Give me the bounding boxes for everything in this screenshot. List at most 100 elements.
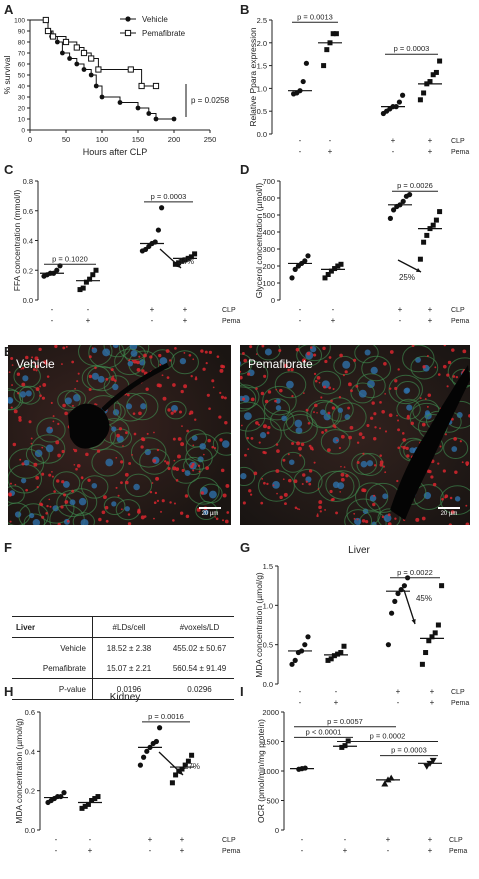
cell-outline: [57, 390, 81, 411]
lipid-droplet: [120, 481, 123, 485]
lipid-droplet: [316, 514, 319, 518]
y-tick-label: 2.0: [257, 39, 267, 48]
lipid-droplet: [397, 419, 400, 422]
lipid-droplet: [379, 463, 383, 467]
condition-sign: +: [428, 136, 433, 145]
lipid-droplet: [222, 493, 227, 498]
data-point: [179, 258, 185, 264]
lipid-droplet: [397, 428, 401, 432]
lipid-droplet: [94, 366, 97, 370]
data-point: [429, 757, 437, 764]
lipid-droplet: [255, 387, 258, 390]
data-point: [332, 266, 338, 272]
nucleus: [209, 490, 217, 499]
lipid-droplet: [10, 406, 13, 409]
lipid-droplet: [151, 482, 154, 484]
data-point: [182, 257, 188, 263]
table-header-row: Liver #LDs/cell #voxels/LD: [12, 616, 234, 638]
cell-outline: [263, 398, 291, 421]
lipid-droplet: [365, 520, 369, 524]
lipid-droplet: [330, 399, 333, 403]
lipid-droplet: [339, 491, 342, 493]
lipid-droplet: [242, 501, 246, 505]
lipid-droplet: [11, 364, 14, 366]
lipid-droplet: [62, 346, 66, 350]
lipid-droplet: [468, 414, 470, 418]
cell-outline: [402, 345, 435, 373]
lipid-droplet: [219, 368, 224, 373]
lipid-droplet: [374, 426, 377, 429]
lipid-droplet: [316, 411, 318, 414]
condition-sign: +: [180, 835, 185, 844]
cell-outline: [240, 386, 257, 412]
nucleus: [73, 394, 81, 402]
data-point: [305, 253, 311, 259]
nucleus: [80, 518, 89, 525]
lipid-droplet: [314, 403, 318, 408]
lipid-droplet: [9, 520, 12, 523]
cell-outline: [240, 384, 260, 410]
cell-outline: [8, 448, 45, 479]
lipid-droplet: [263, 481, 266, 485]
data-point: [330, 31, 336, 37]
lipid-droplet: [225, 484, 230, 488]
lipid-droplet: [60, 505, 64, 509]
row-label: CLP: [222, 307, 236, 314]
lipid-droplet: [133, 432, 137, 436]
data-point: [338, 261, 344, 267]
lipid-droplet: [283, 492, 288, 497]
nucleus: [64, 397, 72, 405]
y-tick-label: 200: [262, 262, 275, 271]
lipid-droplet: [155, 476, 160, 481]
lipid-droplet: [361, 488, 366, 492]
cell-outline: [274, 371, 307, 399]
lipid-droplet: [278, 349, 282, 353]
lipid-droplet: [344, 370, 348, 374]
lipid-droplet: [465, 522, 470, 525]
cell-outline: [388, 374, 423, 405]
lipid-droplet: [115, 456, 118, 459]
nucleus: [454, 496, 461, 502]
cell-outline: [285, 410, 314, 434]
data-point: [396, 99, 402, 105]
lipid-droplet: [455, 375, 459, 379]
lipid-droplet: [116, 433, 120, 438]
lipid-droplet: [249, 345, 253, 349]
lipid-droplet: [156, 448, 160, 452]
table-cell: 15.07 ± 2.21: [106, 663, 152, 673]
lipid-droplet: [335, 511, 338, 515]
data-point: [331, 653, 337, 659]
lipid-droplet: [379, 460, 384, 465]
lipid-droplet: [313, 353, 317, 357]
data-point: [400, 198, 406, 204]
reduction-arrow: [158, 751, 184, 776]
cell-outline: [240, 353, 253, 375]
data-point: [387, 774, 395, 781]
condition-sign: +: [428, 147, 433, 156]
lipid-droplet: [33, 462, 38, 467]
lipid-droplet: [244, 453, 247, 457]
lipid-droplet: [8, 371, 11, 374]
nucleus: [105, 458, 114, 467]
survival-marker: [95, 66, 102, 73]
lipid-droplet: [172, 437, 176, 441]
survival-marker: [88, 72, 94, 78]
cell-outline: [377, 508, 401, 525]
data-point: [157, 725, 163, 731]
lipid-droplet: [158, 353, 162, 358]
condition-sign: -: [299, 305, 302, 314]
lipid-droplet: [276, 492, 278, 495]
lipid-droplet: [283, 363, 288, 368]
lipid-droplet: [220, 468, 225, 473]
lipid-droplet: [329, 489, 333, 494]
y-tick-label: 500: [262, 211, 275, 220]
nucleus: [323, 413, 331, 421]
cell-outline: [8, 485, 25, 504]
lipid-droplet: [373, 412, 377, 416]
lipid-droplet: [14, 483, 17, 486]
lipid-droplet: [140, 437, 145, 441]
nucleus: [264, 348, 272, 356]
nucleus: [46, 426, 54, 434]
lipid-droplet: [224, 519, 229, 524]
lipid-droplet: [221, 519, 225, 522]
